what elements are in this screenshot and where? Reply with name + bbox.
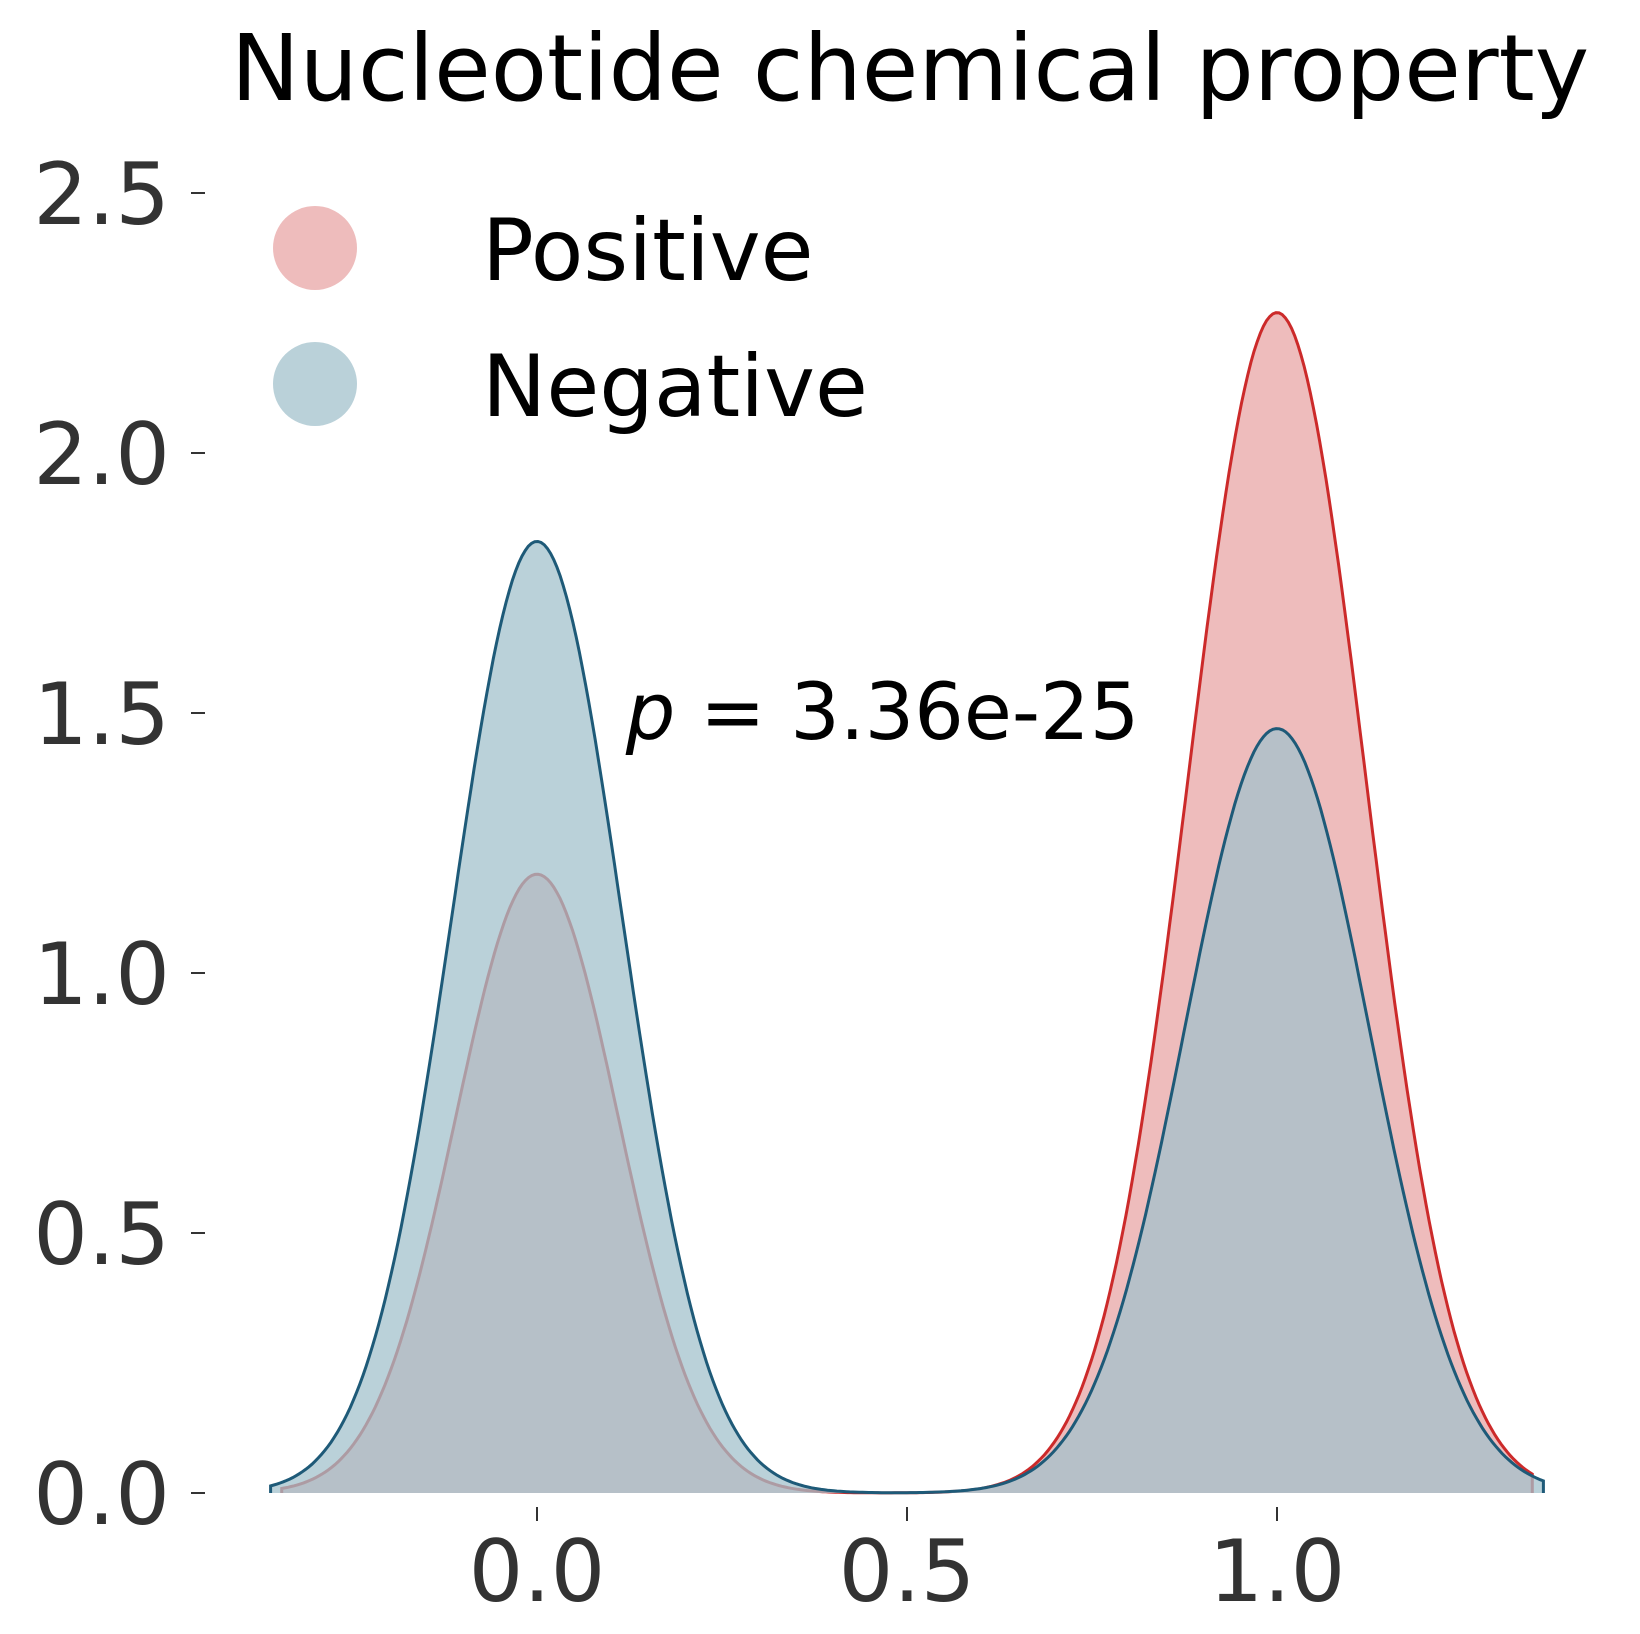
- y-tick-label: 2.0: [33, 405, 170, 505]
- legend-label-positive: Positive: [482, 201, 814, 301]
- y-tick-label: 1.0: [33, 925, 170, 1025]
- y-axis: 0.0 0.5 1.0 1.5 2.0 2.5: [33, 145, 205, 1545]
- p-value-annotation: p = 3.36e-25: [625, 668, 1140, 758]
- x-tick-label: 0.5: [839, 1522, 976, 1622]
- legend-label-negative: Negative: [482, 337, 868, 437]
- y-tick-label: 2.5: [33, 145, 170, 245]
- x-tick-label: 1.0: [1209, 1522, 1346, 1622]
- y-tick-label: 0.0: [33, 1445, 170, 1545]
- p-value-symbol: p: [625, 668, 676, 758]
- legend-marker-negative: [273, 342, 357, 426]
- y-tick-label: 0.5: [33, 1185, 170, 1285]
- density-area-negative: [270, 541, 1544, 1493]
- density-line-negative: [269, 539, 1545, 1495]
- x-tick-label: 0.0: [469, 1522, 606, 1622]
- density-areas: [269, 311, 1545, 1495]
- p-value-text: = 3.36e-25: [675, 668, 1139, 758]
- y-tick-label: 1.5: [33, 665, 170, 765]
- chart-title: Nucleotide chemical property: [231, 15, 1589, 122]
- legend-marker-positive: [273, 206, 357, 290]
- x-axis: 0.0 0.5 1.0: [469, 1507, 1346, 1622]
- legend: Positive Negative: [273, 201, 868, 437]
